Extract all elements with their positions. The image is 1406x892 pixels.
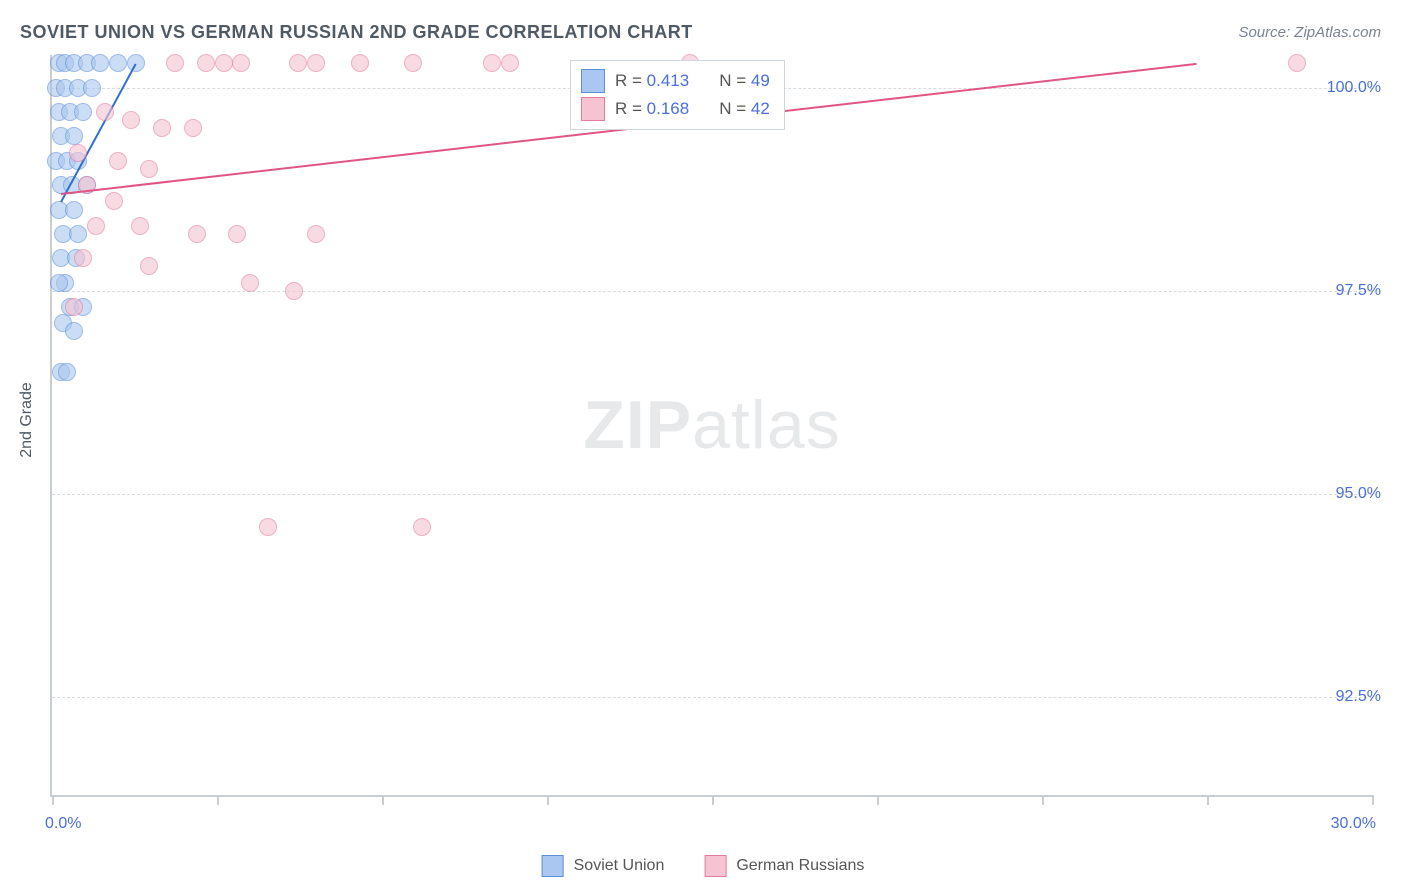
stat-r-label: R = 0.413 — [615, 71, 689, 91]
scatter-point — [289, 54, 307, 72]
legend-label: German Russians — [736, 857, 864, 875]
scatter-point — [307, 225, 325, 243]
gridline — [52, 697, 1372, 698]
scatter-point — [232, 54, 250, 72]
scatter-point — [501, 54, 519, 72]
legend-item: Soviet Union — [542, 855, 665, 877]
scatter-point — [65, 127, 83, 145]
series-legend: Soviet Union German Russians — [542, 855, 865, 877]
y-tick-label: 97.5% — [1336, 282, 1381, 300]
legend-label: Soviet Union — [574, 857, 665, 875]
scatter-point — [96, 103, 114, 121]
legend-swatch — [581, 69, 605, 93]
x-tick — [1207, 795, 1209, 805]
legend-row: R = 0.168 N = 42 — [581, 95, 770, 123]
scatter-point — [87, 217, 105, 235]
scatter-point — [122, 111, 140, 129]
scatter-point — [91, 54, 109, 72]
x-tick — [877, 795, 879, 805]
x-tick — [1042, 795, 1044, 805]
stat-r-label: R = 0.168 — [615, 99, 689, 119]
scatter-point — [131, 217, 149, 235]
source-attribution: Source: ZipAtlas.com — [1238, 24, 1381, 41]
gridline — [52, 494, 1372, 495]
scatter-point — [166, 54, 184, 72]
x-tick — [52, 795, 54, 805]
scatter-point — [50, 274, 68, 292]
watermark: ZIPatlas — [583, 386, 840, 464]
x-tick — [382, 795, 384, 805]
x-tick — [712, 795, 714, 805]
scatter-point — [307, 54, 325, 72]
scatter-point — [109, 54, 127, 72]
scatter-point — [74, 103, 92, 121]
y-tick-label: 92.5% — [1336, 688, 1381, 706]
legend-swatch — [542, 855, 564, 877]
scatter-point — [69, 225, 87, 243]
scatter-point — [404, 54, 422, 72]
scatter-point — [285, 282, 303, 300]
scatter-plot: ZIPatlas — [50, 55, 1372, 797]
scatter-point — [215, 54, 233, 72]
stats-legend: R = 0.413 N = 49 R = 0.168 N = 42 — [570, 60, 785, 130]
scatter-point — [184, 119, 202, 137]
x-tick — [217, 795, 219, 805]
scatter-point — [351, 54, 369, 72]
legend-swatch — [704, 855, 726, 877]
scatter-point — [65, 201, 83, 219]
y-tick-label: 100.0% — [1327, 79, 1381, 97]
scatter-point — [413, 518, 431, 536]
scatter-point — [58, 363, 76, 381]
x-tick — [547, 795, 549, 805]
scatter-point — [259, 518, 277, 536]
scatter-point — [228, 225, 246, 243]
scatter-point — [483, 54, 501, 72]
scatter-point — [69, 144, 87, 162]
scatter-point — [1288, 54, 1306, 72]
x-tick — [1372, 795, 1374, 805]
chart-title: SOVIET UNION VS GERMAN RUSSIAN 2ND GRADE… — [20, 22, 693, 43]
scatter-point — [109, 152, 127, 170]
stat-n-label: N = 42 — [719, 99, 770, 119]
scatter-point — [197, 54, 215, 72]
x-tick-label: 0.0% — [45, 815, 81, 833]
scatter-point — [153, 119, 171, 137]
stat-n-label: N = 49 — [719, 71, 770, 91]
scatter-point — [74, 249, 92, 267]
scatter-point — [241, 274, 259, 292]
scatter-point — [83, 79, 101, 97]
scatter-point — [140, 257, 158, 275]
scatter-point — [65, 298, 83, 316]
scatter-point — [188, 225, 206, 243]
y-tick-label: 95.0% — [1336, 485, 1381, 503]
x-tick-label: 30.0% — [1331, 815, 1376, 833]
scatter-point — [65, 322, 83, 340]
y-axis-label: 2nd Grade — [18, 382, 36, 458]
legend-item: German Russians — [704, 855, 864, 877]
scatter-point — [140, 160, 158, 178]
legend-swatch — [581, 97, 605, 121]
scatter-point — [105, 192, 123, 210]
legend-row: R = 0.413 N = 49 — [581, 67, 770, 95]
